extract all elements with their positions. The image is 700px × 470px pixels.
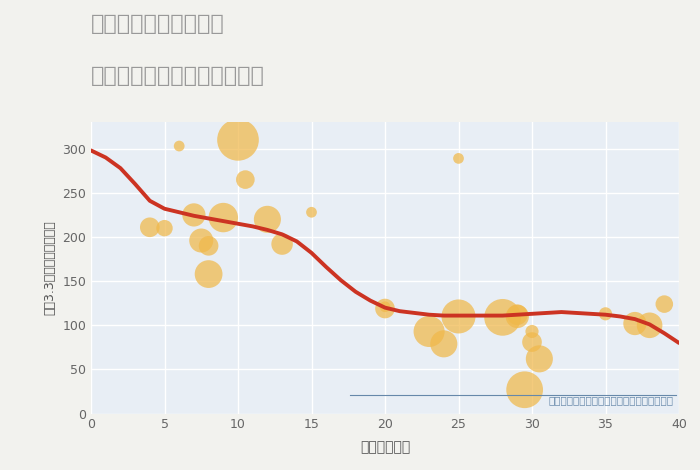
Point bbox=[526, 328, 538, 335]
Text: 福岡県西鉄二日市駅の: 福岡県西鉄二日市駅の bbox=[91, 14, 225, 34]
Point bbox=[644, 321, 655, 329]
X-axis label: 築年数（年）: 築年数（年） bbox=[360, 440, 410, 454]
Point bbox=[534, 355, 545, 363]
Point bbox=[203, 270, 214, 278]
Point bbox=[379, 303, 391, 311]
Point bbox=[159, 224, 170, 232]
Point bbox=[174, 142, 185, 150]
Point bbox=[600, 310, 611, 318]
Point bbox=[629, 320, 641, 327]
Point bbox=[379, 305, 391, 312]
Point bbox=[262, 216, 273, 223]
Point bbox=[526, 338, 538, 346]
Point bbox=[218, 214, 229, 221]
Point bbox=[497, 313, 508, 321]
Point bbox=[195, 237, 207, 244]
Point bbox=[188, 211, 199, 219]
Text: 築年数別中古マンション価格: 築年数別中古マンション価格 bbox=[91, 66, 265, 86]
Point bbox=[239, 176, 251, 183]
Point bbox=[276, 240, 288, 248]
Point bbox=[659, 300, 670, 308]
Point bbox=[232, 136, 244, 144]
Point bbox=[519, 386, 531, 393]
Text: 円の大きさは、取引のあった物件面積を示す: 円の大きさは、取引のあった物件面積を示す bbox=[548, 395, 673, 405]
Point bbox=[512, 311, 523, 319]
Y-axis label: 坪（3.3㎡）単価（万円）: 坪（3.3㎡）単価（万円） bbox=[43, 220, 57, 315]
Point bbox=[424, 328, 435, 335]
Point bbox=[144, 224, 155, 231]
Point bbox=[306, 209, 317, 216]
Point bbox=[438, 340, 449, 348]
Point bbox=[203, 242, 214, 250]
Point bbox=[453, 313, 464, 320]
Point bbox=[453, 155, 464, 162]
Point bbox=[512, 313, 523, 320]
